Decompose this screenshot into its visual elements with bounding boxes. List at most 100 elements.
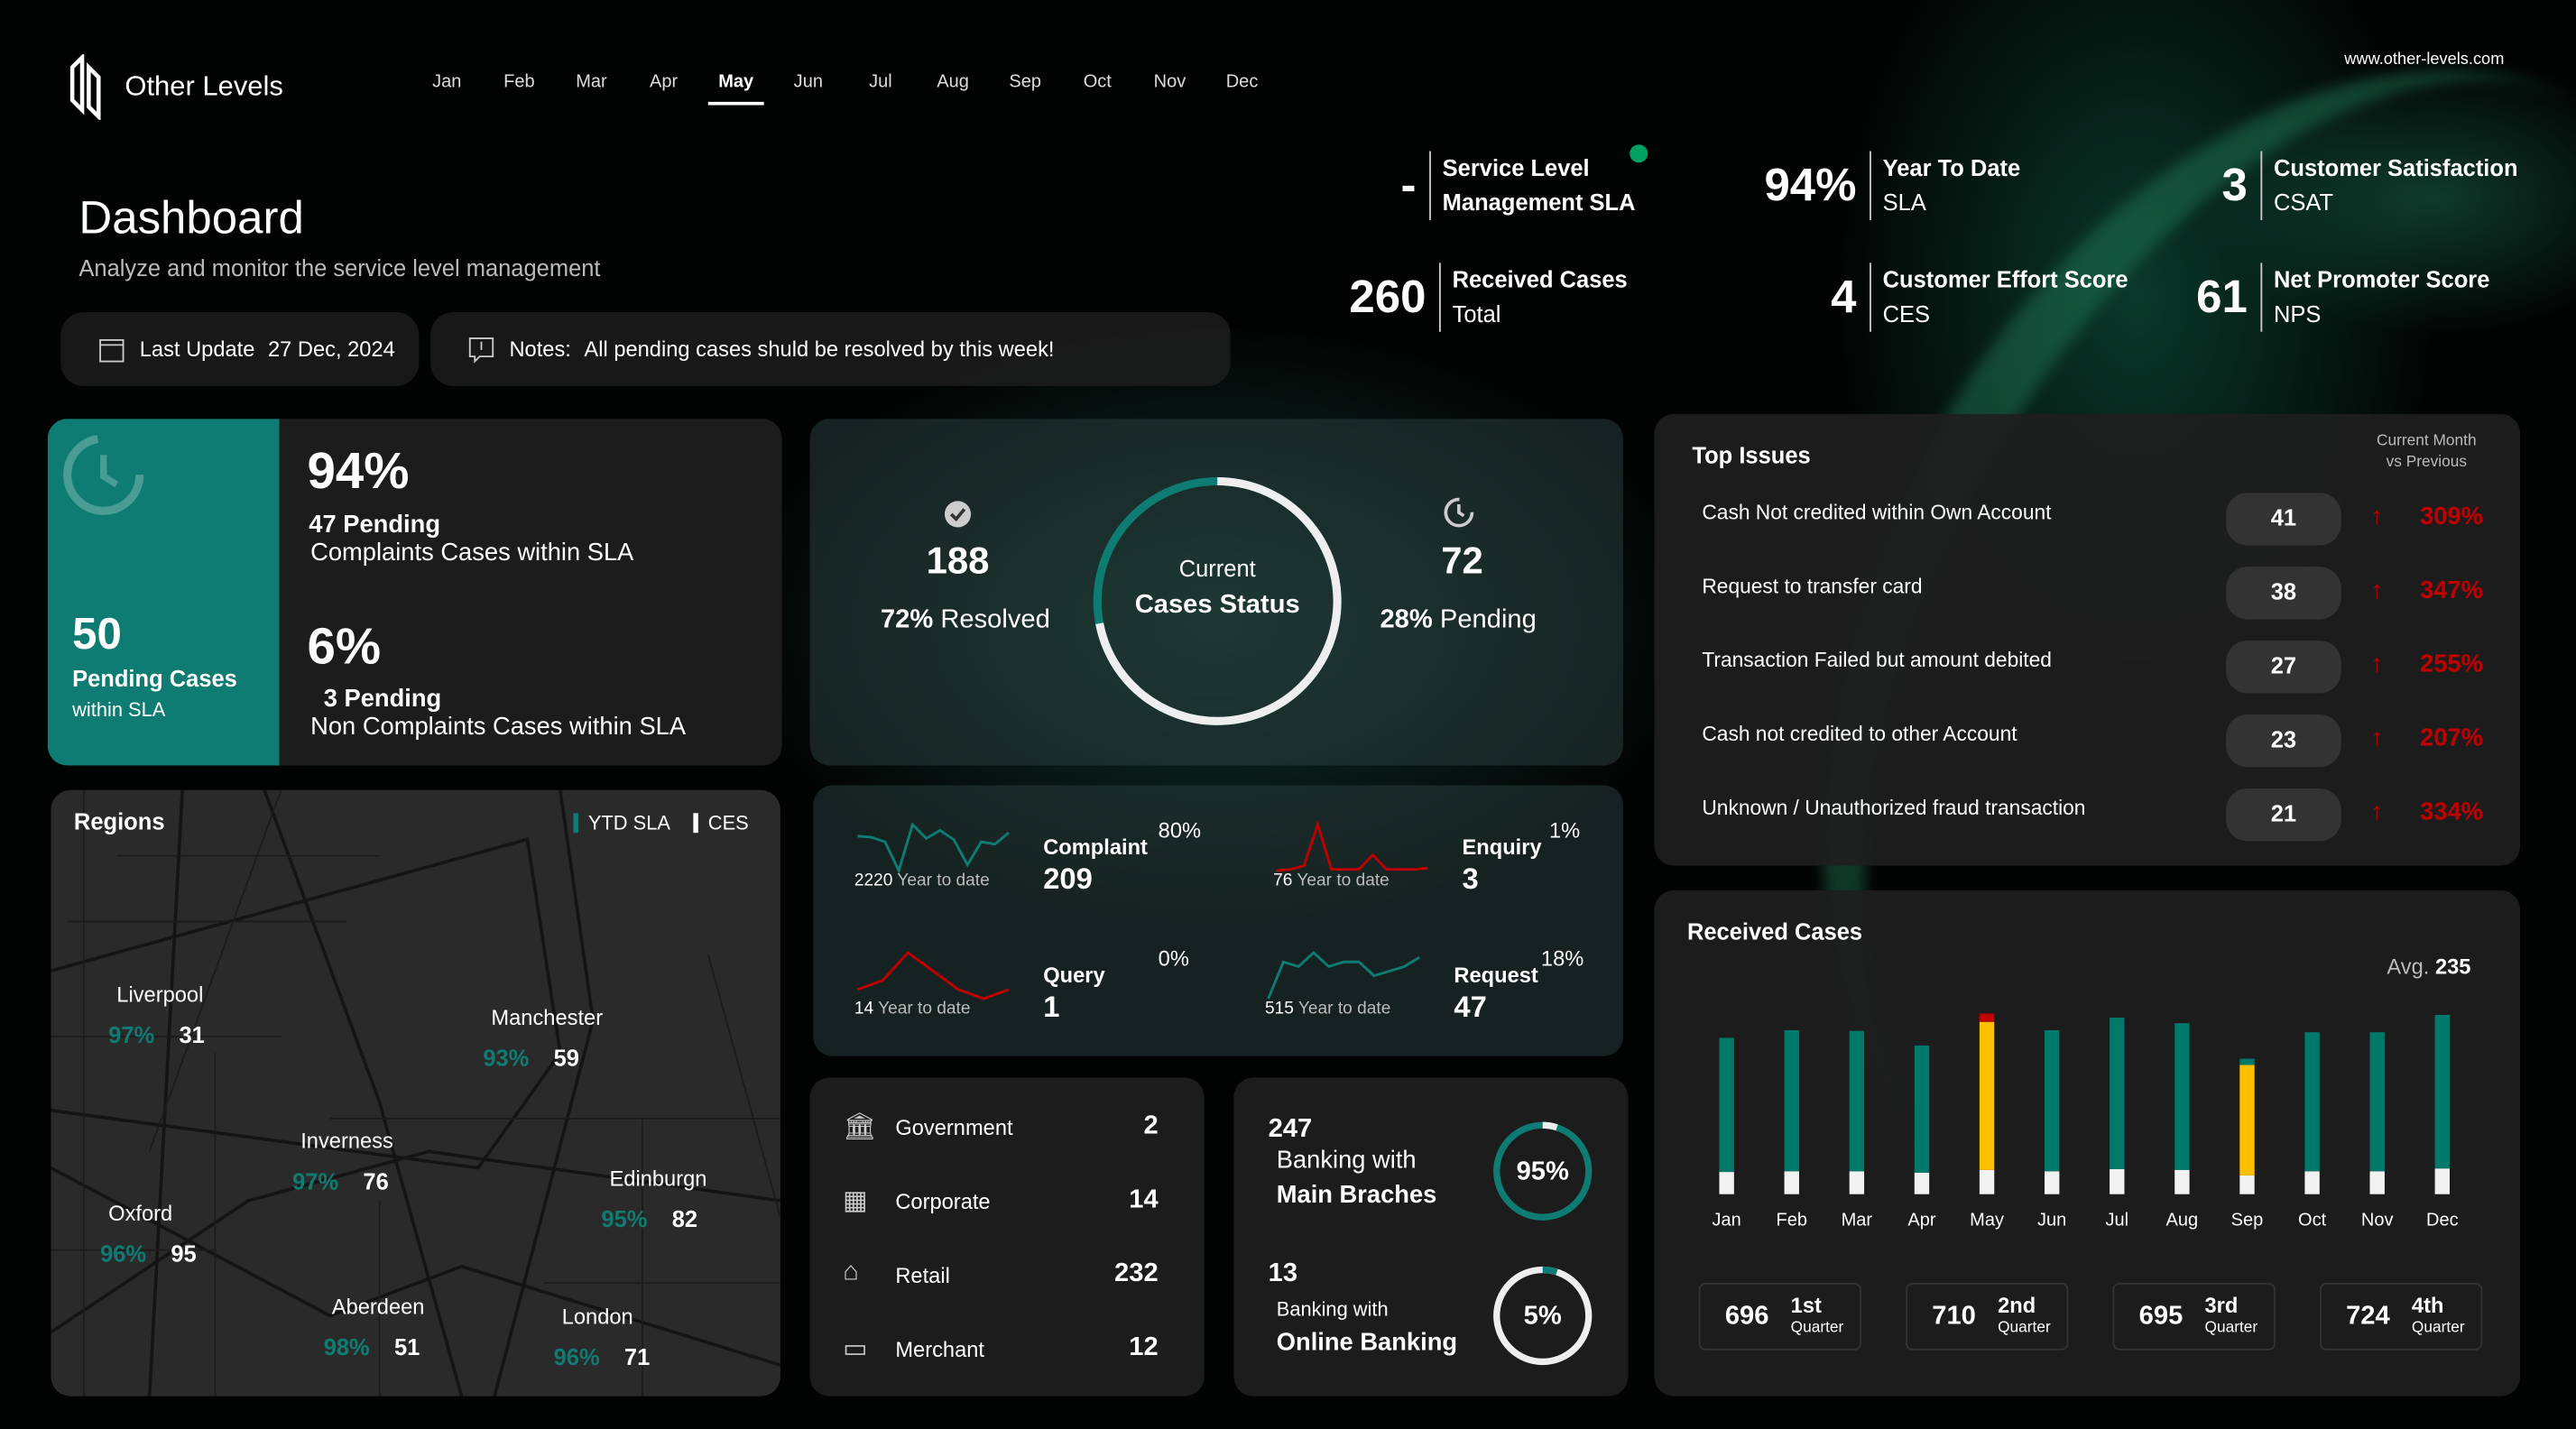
- quarter-number: 3rd: [2204, 1292, 2239, 1318]
- type-name: Query: [1043, 962, 1105, 988]
- issue-row[interactable]: Cash Not credited within Own Account 41 ↑ 3…: [1655, 493, 2521, 558]
- bar-sep-segment-2[interactable]: [2239, 1058, 2255, 1065]
- kpi-ces: 4 Customer Effort Score CES: [1741, 263, 2128, 332]
- region-london[interactable]: London 96% 71: [554, 1304, 759, 1380]
- bar-jan-segment-0[interactable]: [1719, 1172, 1734, 1194]
- region-inverness[interactable]: Inverness 97% 76: [292, 1129, 497, 1204]
- banking-item[interactable]: 247 Banking with Main Braches 95%: [1233, 1111, 1628, 1242]
- segment-corporate[interactable]: ▦ Corporate 14: [810, 1185, 1205, 1224]
- quarter-value: 710: [1932, 1302, 1976, 1331]
- logo: Other Levels: [66, 54, 283, 120]
- issue-label: Cash Not credited within Own Account: [1702, 501, 2052, 524]
- tab-month-mar[interactable]: Mar: [576, 72, 607, 92]
- region-oxford[interactable]: Oxford 96% 95: [100, 1201, 305, 1277]
- segment-government[interactable]: 🏛 Government 2: [810, 1111, 1205, 1150]
- x-tick-label: May: [1970, 1210, 2004, 1230]
- tab-month-sep[interactable]: Sep: [1009, 72, 1041, 92]
- kpi-sub: SLA: [1882, 189, 1926, 216]
- building-icon: ▦: [843, 1187, 868, 1216]
- quarter-card: 710 2nd Quarter: [1906, 1283, 2069, 1351]
- bar-jul-segment-1[interactable]: [2110, 1018, 2125, 1169]
- issue-label: Transaction Failed but amount debited: [1702, 649, 2052, 672]
- non-complaints-pending: 3 Pending: [323, 685, 442, 714]
- tab-month-jul[interactable]: Jul: [869, 72, 892, 92]
- segment-name: Corporate: [895, 1189, 991, 1214]
- banking-value: 247: [1268, 1115, 1313, 1144]
- bar-mar-segment-0[interactable]: [1849, 1171, 1865, 1194]
- ytd-label: Year to date: [897, 871, 990, 890]
- ytd: 515 Year to date: [1265, 999, 1390, 1019]
- tab-month-jan[interactable]: Jan: [432, 72, 462, 92]
- last-update-value: 27 Dec, 2024: [267, 337, 395, 362]
- tab-month-may[interactable]: May: [707, 72, 764, 106]
- tab-month-oct[interactable]: Oct: [1083, 72, 1112, 92]
- bar-apr-segment-1[interactable]: [1914, 1045, 1930, 1173]
- tab-month-dec[interactable]: Dec: [1225, 72, 1259, 92]
- bar-may-segment-1[interactable]: [1979, 1021, 1995, 1170]
- case-type-query[interactable]: 14 Year to date Query 1 0%: [854, 946, 1216, 1045]
- arrow-up-icon: ↑: [2370, 576, 2384, 605]
- bar-may-segment-2[interactable]: [1979, 1013, 1995, 1022]
- segment-name: Government: [895, 1115, 1013, 1140]
- x-tick-label: Apr: [1907, 1210, 1935, 1230]
- bar-sep-segment-0[interactable]: [2239, 1175, 2255, 1194]
- received-bar-chart: Jan Feb Mar Apr May Jun Jul Aug Sep Oct Nov Dec: [1713, 1013, 2459, 1230]
- tab-month-apr[interactable]: Apr: [650, 72, 679, 92]
- issue-count-badge: 38: [2226, 567, 2341, 620]
- pending-card: 50 Pending Cases within SLA: [47, 419, 280, 766]
- region-liverpool[interactable]: Liverpool 97% 31: [108, 982, 313, 1058]
- tab-month-aug[interactable]: Aug: [937, 72, 969, 92]
- banking-item[interactable]: 13 Banking with Online Banking 5%: [1233, 1255, 1628, 1387]
- segment-name: Merchant: [895, 1337, 985, 1362]
- issue-label: Unknown / Unauthorized fraud transaction: [1702, 797, 2086, 820]
- case-type-complaint[interactable]: 2220 Year to date Complaint 209 80%: [854, 818, 1216, 917]
- segment-value: 232: [1114, 1259, 1159, 1288]
- bar-mar-segment-1[interactable]: [1849, 1030, 1865, 1172]
- bar-dec-segment-0[interactable]: [2434, 1168, 2450, 1194]
- x-tick-label: Jul: [2105, 1210, 2128, 1230]
- tab-month-nov[interactable]: Nov: [1153, 72, 1186, 92]
- case-type-request[interactable]: 515 Year to date Request 47 18%: [1265, 946, 1623, 1045]
- issue-count-badge: 23: [2226, 714, 2341, 768]
- site-link[interactable]: www.other-levels.com: [2344, 51, 2505, 69]
- bar-nov-segment-1[interactable]: [2369, 1032, 2385, 1172]
- bar-jun-segment-1[interactable]: [2044, 1029, 2060, 1172]
- region-aberdeen[interactable]: Aberdeen 98% 51: [324, 1295, 529, 1370]
- segment-retail[interactable]: ⌂ Retail 232: [810, 1258, 1205, 1298]
- sparkline-line: [856, 951, 1010, 1000]
- col-header: Current Month: [2377, 431, 2477, 450]
- kpi-title: Received Cases: [1452, 265, 1628, 293]
- region-name: London: [561, 1304, 633, 1330]
- segment-merchant[interactable]: ▭ Merchant 12: [810, 1332, 1205, 1372]
- bar-feb-segment-0[interactable]: [1784, 1171, 1799, 1194]
- bar-oct-segment-1[interactable]: [2304, 1032, 2320, 1172]
- kpi-sub: CSAT: [2273, 189, 2334, 216]
- bar-aug-segment-0[interactable]: [2174, 1169, 2190, 1194]
- notes: Notes: All pending cases shuld be resolv…: [430, 311, 1231, 386]
- region-edinburgn[interactable]: Edinburgn 95% 82: [601, 1166, 780, 1242]
- bar-jul-segment-0[interactable]: [2110, 1168, 2125, 1194]
- region-name: Liverpool: [116, 982, 204, 1008]
- issue-row[interactable]: Request to transfer card 38 ↑ 347%: [1655, 567, 2521, 632]
- bar-oct-segment-0[interactable]: [2304, 1171, 2320, 1194]
- region-manchester[interactable]: Manchester 93% 59: [483, 1005, 688, 1081]
- issue-row[interactable]: Cash not credited to other Account 23 ↑ 207…: [1655, 714, 2521, 780]
- bar-nov-segment-0[interactable]: [2369, 1171, 2385, 1194]
- case-type-enquiry[interactable]: 76 Year to date Enquiry 3 1%: [1273, 818, 1623, 917]
- bar-aug-segment-1[interactable]: [2174, 1023, 2190, 1170]
- issue-row[interactable]: Unknown / Unauthorized fraud transaction…: [1655, 788, 2521, 854]
- bar-may-segment-0[interactable]: [1979, 1169, 1995, 1194]
- bar-feb-segment-1[interactable]: [1784, 1029, 1799, 1172]
- ytd-label: Year to date: [1297, 871, 1390, 890]
- issue-row[interactable]: Transaction Failed but amount debited 27 ↑…: [1655, 641, 2521, 706]
- kpi-received: 260 Received Cases Total: [1325, 263, 1628, 332]
- bar-jan-segment-1[interactable]: [1719, 1037, 1734, 1173]
- bar-apr-segment-0[interactable]: [1914, 1172, 1930, 1194]
- tab-month-feb[interactable]: Feb: [503, 72, 535, 92]
- region-ces: 95: [171, 1240, 197, 1267]
- tab-month-jun[interactable]: Jun: [793, 72, 823, 92]
- bar-dec-segment-1[interactable]: [2434, 1014, 2450, 1169]
- region-sla: 93%: [483, 1045, 530, 1072]
- bar-jun-segment-0[interactable]: [2044, 1171, 2060, 1194]
- bar-sep-segment-1[interactable]: [2239, 1065, 2255, 1175]
